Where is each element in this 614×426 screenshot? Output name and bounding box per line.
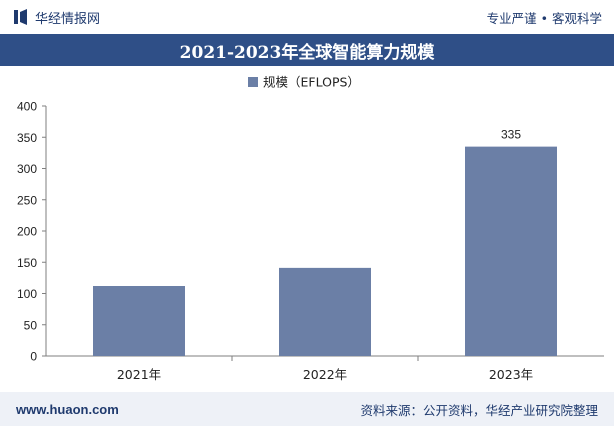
legend: 规模（EFLOPS） xyxy=(248,75,360,90)
y-tick-label: 250 xyxy=(17,193,37,207)
brand-name: 华经情报网 xyxy=(35,11,101,27)
chart-title: 2021-2023年全球智能算力规模 xyxy=(179,42,435,63)
y-tick-label: 300 xyxy=(17,162,37,176)
x-tick-label: 2022年 xyxy=(303,367,347,382)
source-note: 资料来源：公开资料，华经产业研究院整理 xyxy=(360,402,598,418)
brand: 华经情报网 xyxy=(14,8,100,27)
x-tick-label: 2023年 xyxy=(489,367,533,382)
bar xyxy=(465,146,557,356)
y-tick-label: 400 xyxy=(17,100,37,114)
data-label: 335 xyxy=(501,128,521,142)
y-tick-label: 350 xyxy=(17,131,37,145)
legend-label: 规模（EFLOPS） xyxy=(263,75,360,90)
chart-title-bar: 2021-2023年全球智能算力规模 xyxy=(0,34,614,66)
y-tick-label: 0 xyxy=(30,350,37,364)
brand-logo-icon xyxy=(14,9,27,25)
website-link[interactable]: www.huaon.com xyxy=(16,401,119,417)
top-bar: 华经情报网 专业严谨 • 客观科学 xyxy=(0,0,614,34)
legend-swatch xyxy=(248,77,258,87)
bar-chart: 规模（EFLOPS） 0 50 100 150 200 250 300 350 400 2021年 2… xyxy=(17,75,604,382)
tagline: 专业严谨 • 客观科学 xyxy=(486,10,602,26)
bar xyxy=(279,267,371,356)
y-tick-label: 100 xyxy=(17,287,37,301)
y-tick-label: 50 xyxy=(24,318,38,332)
footer: www.huaon.com 资料来源：公开资料，华经产业研究院整理 xyxy=(0,392,614,426)
x-tick-label: 2021年 xyxy=(117,367,161,382)
y-tick-label: 150 xyxy=(17,256,37,270)
y-tick-label: 200 xyxy=(17,225,37,239)
bar xyxy=(93,286,185,356)
